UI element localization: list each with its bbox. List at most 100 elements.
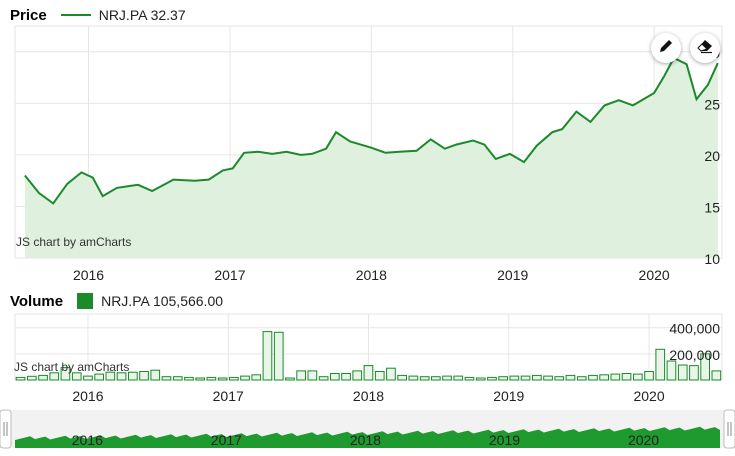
price-x-tick-label: 2020 <box>639 267 670 283</box>
volume-bar <box>374 371 385 381</box>
volume-x-tick-label: 2020 <box>633 388 664 404</box>
volume-bar <box>419 376 430 381</box>
volume-bar <box>655 348 666 381</box>
price-x-tick-label: 2018 <box>356 267 387 283</box>
volume-bar <box>565 374 576 381</box>
volume-bar <box>453 375 464 381</box>
navigator-x-tick-label: 2016 <box>72 432 103 448</box>
volume-bar <box>442 375 452 381</box>
volume-bar <box>139 371 149 381</box>
volume-bar <box>576 376 587 381</box>
volume-bar <box>49 372 60 381</box>
volume-bar <box>60 367 71 381</box>
volume-bar <box>599 374 609 381</box>
volume-bar <box>83 375 93 381</box>
volume-x-tick-label: 2018 <box>353 388 384 404</box>
volume-bar <box>633 373 643 381</box>
volume-bar <box>94 373 105 381</box>
volume-bar <box>229 376 239 381</box>
price-chart-credit[interactable]: JS chart by amCharts <box>16 235 131 249</box>
price-series-marker[interactable] <box>60 14 91 16</box>
volume-bar <box>172 376 183 381</box>
price-x-tick-label: 2017 <box>214 267 245 283</box>
volume-bar <box>554 376 565 381</box>
volume-bar <box>666 360 677 381</box>
price-x-tick-label: 2019 <box>497 267 528 283</box>
price-y-tick-label: 20 <box>704 148 720 164</box>
volume-bar <box>386 367 396 381</box>
volume-bar <box>71 372 82 381</box>
navigator-left-grip[interactable] <box>0 409 12 449</box>
navigator-x-tick-label: 2018 <box>350 432 381 448</box>
volume-bar <box>543 375 553 381</box>
volume-bar <box>273 331 284 381</box>
volume-grid <box>14 313 723 381</box>
price-legend-label[interactable]: NRJ.PA 32.37 <box>98 7 186 23</box>
volume-bar <box>128 371 138 381</box>
volume-bar <box>677 364 688 381</box>
navigator-right-grip[interactable] <box>723 409 735 449</box>
volume-bar <box>161 376 172 381</box>
volume-bar <box>38 374 48 381</box>
navigator-x-tick-label: 2017 <box>211 432 242 448</box>
volume-bar <box>431 376 441 381</box>
volume-bar <box>352 370 363 381</box>
volume-bar <box>509 375 520 381</box>
volume-bar <box>711 370 722 381</box>
volume-bar <box>700 353 710 381</box>
volume-bar <box>217 377 228 381</box>
volume-bar <box>464 376 475 381</box>
volume-bar <box>588 374 598 381</box>
price-y-tick-label: 25 <box>704 96 720 112</box>
volume-bar <box>15 376 26 381</box>
navigator-x-tick-label: 2019 <box>489 432 520 448</box>
volume-y-tick-label: 400,000 <box>669 321 720 337</box>
volume-bar <box>487 376 497 381</box>
volume-series-marker[interactable] <box>77 293 94 309</box>
volume-bar <box>397 374 407 381</box>
volume-bar <box>296 370 306 381</box>
volume-bar <box>330 373 340 381</box>
volume-bar <box>408 375 419 381</box>
volume-bar <box>341 373 351 381</box>
scrollbar-navigator: 2016 2017 2018 2019 2020 <box>0 409 735 449</box>
volume-bar <box>206 376 217 381</box>
volume-bar <box>520 375 531 381</box>
volume-bar <box>285 377 295 381</box>
volume-bar <box>251 374 262 381</box>
volume-bar <box>363 365 374 381</box>
volume-bar <box>307 370 318 381</box>
navigator-area <box>15 426 720 448</box>
price-x-tick-label: 2016 <box>73 267 104 283</box>
volume-bars <box>15 331 722 381</box>
volume-legend: Volume NRJ.PA 105,566.00 <box>10 290 223 312</box>
price-area-fill <box>24 58 718 258</box>
price-y-tick-label: 15 <box>704 199 720 215</box>
volume-x-tick-label: 2017 <box>213 388 244 404</box>
draw-button[interactable] <box>651 33 681 63</box>
volume-x-tick-label: 2016 <box>72 388 103 404</box>
navigator-x-tick-label: 2020 <box>628 432 659 448</box>
price-line <box>24 56 719 205</box>
erase-button[interactable] <box>690 33 720 63</box>
volume-bar <box>689 365 699 381</box>
eraser-icon <box>696 38 714 59</box>
volume-bar <box>27 375 37 381</box>
price-panel-title: Price <box>10 6 47 24</box>
volume-bar <box>610 373 621 381</box>
volume-chart-credit[interactable]: JS chart by amCharts <box>14 360 129 374</box>
volume-bar <box>318 376 329 381</box>
volume-bar <box>532 374 542 381</box>
volume-legend-label[interactable]: NRJ.PA 105,566.00 <box>101 293 224 309</box>
volume-bar <box>240 375 250 381</box>
volume-bar <box>150 369 161 381</box>
price-legend: Price NRJ.PA 32.37 <box>10 4 186 26</box>
volume-bar <box>498 376 508 381</box>
volume-bar <box>195 377 206 381</box>
volume-bar <box>116 372 127 381</box>
volume-bar <box>184 376 194 381</box>
volume-bar <box>621 373 632 381</box>
volume-panel-title: Volume <box>10 292 64 310</box>
volume-x-tick-label: 2019 <box>493 388 524 404</box>
